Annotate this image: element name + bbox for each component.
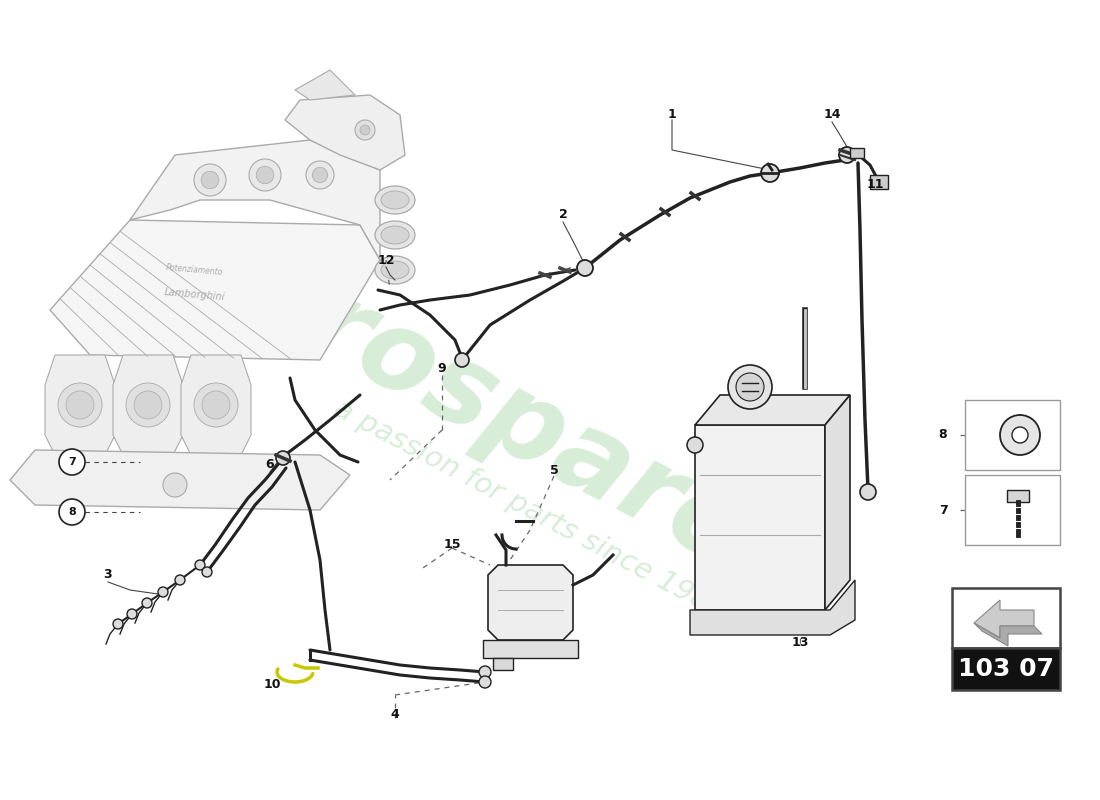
Ellipse shape <box>381 191 409 209</box>
FancyBboxPatch shape <box>965 400 1060 470</box>
Circle shape <box>59 449 85 475</box>
Text: 6: 6 <box>266 458 274 471</box>
Circle shape <box>312 167 328 182</box>
Text: 5: 5 <box>550 463 559 477</box>
Polygon shape <box>695 395 850 425</box>
Text: 11: 11 <box>867 178 883 191</box>
Circle shape <box>59 499 85 525</box>
Text: 7: 7 <box>68 457 76 467</box>
Circle shape <box>66 391 94 419</box>
Circle shape <box>578 260 593 276</box>
Circle shape <box>1012 427 1028 443</box>
Text: eurospares: eurospares <box>155 198 825 622</box>
Circle shape <box>158 587 168 597</box>
Circle shape <box>134 391 162 419</box>
Text: a passion for parts since 1985: a passion for parts since 1985 <box>329 394 730 626</box>
Circle shape <box>113 619 123 629</box>
Circle shape <box>58 383 102 427</box>
Text: 1: 1 <box>668 109 676 122</box>
Polygon shape <box>488 565 573 640</box>
Circle shape <box>126 609 138 619</box>
Polygon shape <box>10 450 350 510</box>
Text: 103 07: 103 07 <box>958 657 1054 681</box>
Circle shape <box>355 120 375 140</box>
Polygon shape <box>974 600 1034 638</box>
Bar <box>952 648 1060 690</box>
Polygon shape <box>50 220 380 360</box>
Polygon shape <box>130 140 380 260</box>
Polygon shape <box>695 425 825 610</box>
Ellipse shape <box>381 226 409 244</box>
Ellipse shape <box>375 256 415 284</box>
Polygon shape <box>825 395 850 610</box>
Text: Potenziamento: Potenziamento <box>166 263 224 277</box>
Polygon shape <box>45 355 116 455</box>
Text: 10: 10 <box>263 678 280 691</box>
Polygon shape <box>295 70 355 100</box>
Circle shape <box>736 373 764 401</box>
Circle shape <box>126 383 170 427</box>
Text: 3: 3 <box>103 569 112 582</box>
Ellipse shape <box>375 221 415 249</box>
Text: 9: 9 <box>438 362 447 374</box>
Circle shape <box>1000 415 1040 455</box>
Circle shape <box>728 365 772 409</box>
Circle shape <box>163 473 187 497</box>
Circle shape <box>455 353 469 367</box>
Ellipse shape <box>381 261 409 279</box>
Circle shape <box>860 484 876 500</box>
Text: Lamborghini: Lamborghini <box>164 287 226 302</box>
Circle shape <box>202 567 212 577</box>
Circle shape <box>478 666 491 678</box>
Text: 15: 15 <box>443 538 461 551</box>
Circle shape <box>194 383 238 427</box>
Polygon shape <box>483 640 578 658</box>
Polygon shape <box>113 355 183 455</box>
Polygon shape <box>690 580 855 635</box>
Text: 2: 2 <box>559 209 568 222</box>
Circle shape <box>194 164 226 196</box>
Circle shape <box>249 159 280 191</box>
Text: 4: 4 <box>390 709 399 722</box>
FancyBboxPatch shape <box>965 475 1060 545</box>
Circle shape <box>256 166 274 184</box>
Circle shape <box>688 437 703 453</box>
Circle shape <box>195 560 205 570</box>
Circle shape <box>142 598 152 608</box>
Circle shape <box>276 451 290 465</box>
Text: 13: 13 <box>791 637 808 650</box>
Ellipse shape <box>375 186 415 214</box>
Bar <box>870 175 888 189</box>
Circle shape <box>761 164 779 182</box>
Text: 8: 8 <box>938 429 947 442</box>
Bar <box>850 148 864 158</box>
Polygon shape <box>182 355 251 455</box>
Text: 7: 7 <box>938 503 947 517</box>
Polygon shape <box>974 623 1042 646</box>
Text: 14: 14 <box>823 109 840 122</box>
Polygon shape <box>493 658 513 670</box>
Text: 8: 8 <box>68 507 76 517</box>
Bar <box>952 588 1060 648</box>
Text: 12: 12 <box>377 254 395 266</box>
Polygon shape <box>285 95 405 170</box>
Circle shape <box>306 161 334 189</box>
Circle shape <box>175 575 185 585</box>
Bar <box>1006 490 1028 502</box>
Circle shape <box>201 171 219 189</box>
Circle shape <box>839 147 855 163</box>
Circle shape <box>360 125 370 135</box>
Circle shape <box>478 676 491 688</box>
Circle shape <box>202 391 230 419</box>
